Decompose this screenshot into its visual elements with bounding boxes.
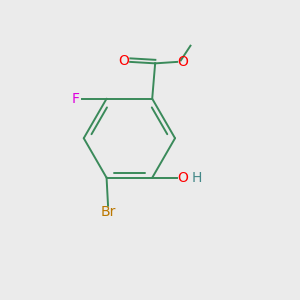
Text: O: O (118, 54, 129, 68)
Text: F: F (72, 92, 80, 106)
Text: H: H (191, 171, 202, 185)
Text: O: O (177, 171, 188, 185)
Text: Br: Br (100, 205, 116, 219)
Text: O: O (177, 55, 188, 69)
